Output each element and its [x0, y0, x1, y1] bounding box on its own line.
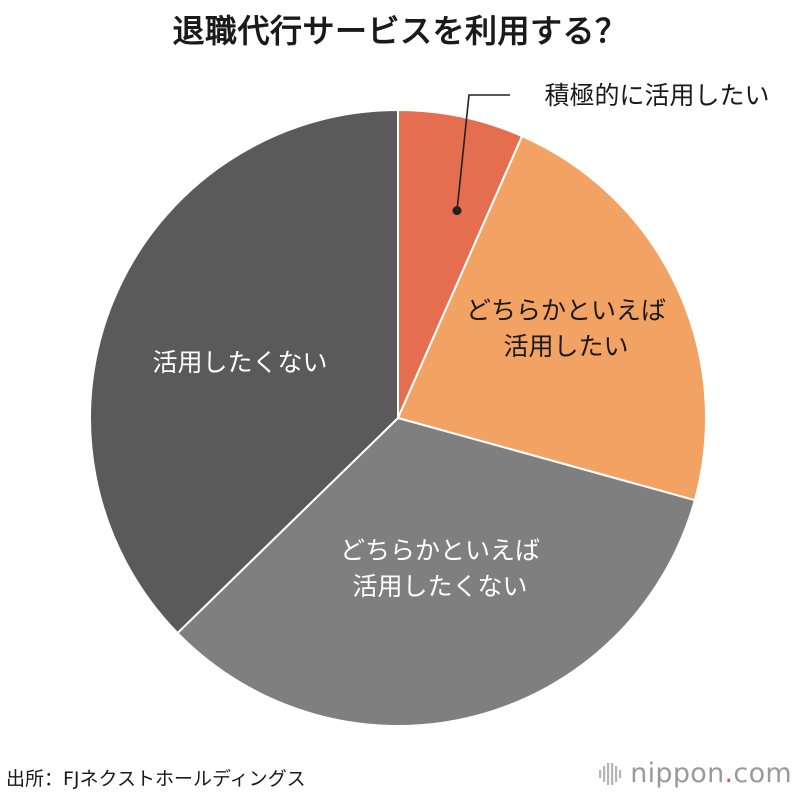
pie-slice-3: [176, 417, 696, 727]
nippon-com-logo: nippon.com: [598, 758, 792, 789]
source-note: 出所：FJネクストホールディングス: [6, 768, 306, 790]
pie-slice-2: [397, 135, 707, 502]
logo-text: nippon.com: [630, 758, 792, 789]
slice-label-2: どちらかといえば活用したい: [466, 296, 666, 361]
slice-label-1: 積極的に活用したい: [544, 81, 769, 110]
callout-leader-line: [456, 94, 510, 211]
slice-label-4: 活用したくない: [152, 348, 327, 377]
pie-slice-1: [397, 109, 524, 419]
pie-slice-4: [89, 109, 399, 635]
logo-bars-icon: [599, 762, 622, 785]
slice-label-3: どちらかといえば活用したくない: [340, 536, 540, 601]
chart-title: 退職代行サービスを利用する？: [172, 12, 628, 50]
